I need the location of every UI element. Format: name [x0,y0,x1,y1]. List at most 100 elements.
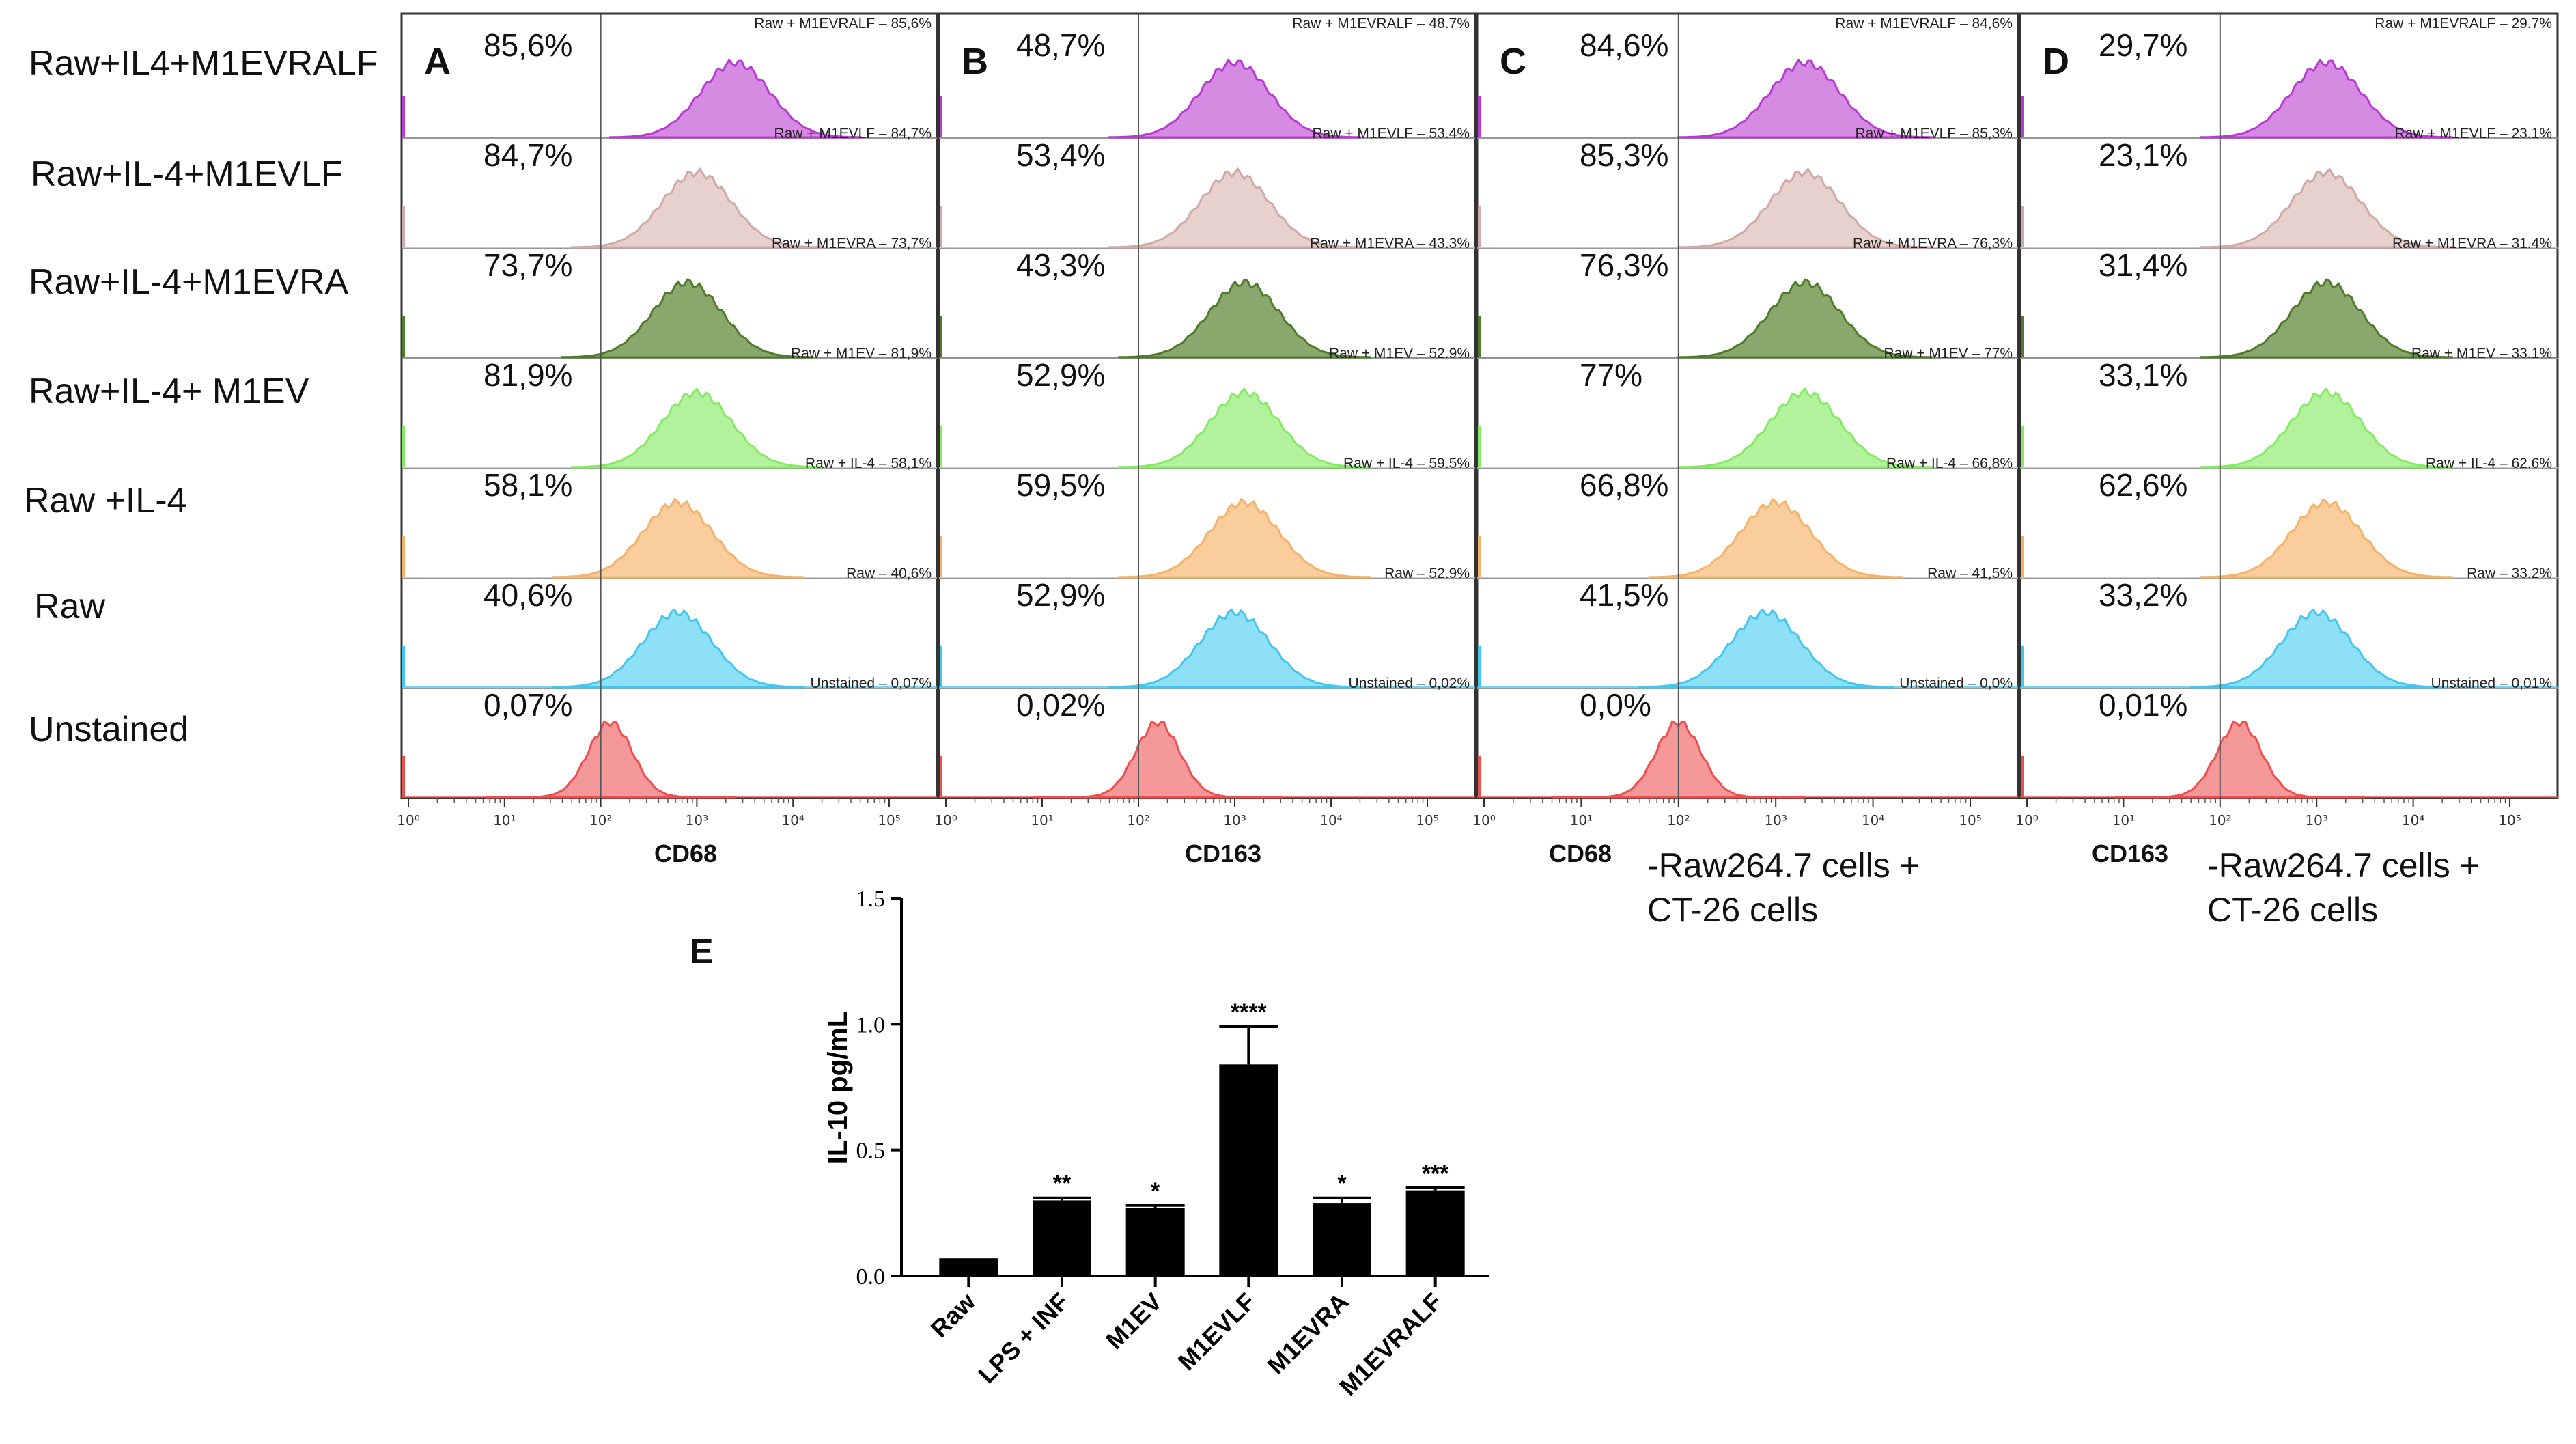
x-tick-label: 10⁰ [2015,812,2038,829]
x-tick-label: 10⁰ [397,812,419,829]
series-tag: Raw – 52.9% [1384,566,1470,581]
x-tick-label: 10⁵ [1416,812,1438,829]
row-label: Raw [34,587,105,626]
x-tick-label: 10⁰ [934,812,957,829]
x-tick-label: 10¹ [2112,812,2135,829]
percentage-label: 43,3% [1016,247,1105,283]
x-axis-label: CD163 [1185,839,1261,867]
series-tag: Raw – 33.2% [2467,566,2552,581]
bar [1405,1190,1465,1276]
percentage-label: 52,9% [1016,357,1105,393]
percentage-label: 58,1% [484,467,572,503]
bar [1313,1203,1371,1276]
row-label: Raw+IL-4+M1EVLF [31,154,343,194]
histogram-4 [2200,497,2453,579]
histogram-5 [1638,608,1894,689]
histogram-1 [1677,167,1933,249]
series-tag: Raw + M1EVLF – 53.4% [1312,126,1470,141]
x-axis-label: CD68 [654,839,717,867]
histogram-0 [1677,58,1933,139]
significance-label: * [1337,1171,1347,1197]
histogram-5 [2189,608,2444,689]
histogram-4 [551,497,804,579]
percentage-label: 84,7% [484,137,572,173]
histogram-3 [1677,387,1933,469]
series-tag: Raw + M1EVRALF – 48.7% [1292,16,1470,31]
percentage-label: 40,6% [484,577,572,613]
percentage-label: 23,1% [2099,137,2187,173]
bar [1219,1064,1278,1276]
y-tick-label: 0.0 [856,1264,886,1290]
series-tag: Raw + IL-4 – 66,8% [1886,456,2013,471]
panel-letter: E [690,932,714,971]
series-tag: Raw + M1EVRALF – 84,6% [1835,16,2013,31]
x-tick-label: 10³ [686,812,708,829]
x-tick-label: 10¹ [1031,812,1053,829]
series-tag: Raw + M1EVRALF – 85,6% [754,16,932,31]
x-tick-label: 10⁴ [781,812,804,829]
percentage-label: 0,07% [484,687,572,723]
panel-note: CT-26 cells [1647,891,1818,929]
panel-note: -Raw264.7 cells + [1647,846,1920,885]
x-tick-label: 10² [589,812,612,829]
panel-letter: C [1500,41,1526,82]
panel-letter: A [424,41,451,82]
percentage-label: 33,2% [2099,577,2187,613]
row-label: Raw +IL-4 [24,481,186,520]
panel-note: -Raw264.7 cells + [2207,846,2480,885]
series-tag: Raw + M1EV – 81,9% [791,346,932,361]
x-tick-label: 10⁵ [2498,812,2521,829]
x-tick-label: 10⁴ [1319,812,1342,829]
series-tag: Raw + M1EV – 77% [1884,346,2013,361]
histogram-3 [1118,387,1371,469]
percentage-label: 77% [1580,357,1642,393]
histogram-2 [1677,278,1933,359]
histogram-6 [1032,720,1283,799]
series-tag: Unstained – 0,07% [811,676,932,691]
percentage-label: 85,3% [1580,137,1668,173]
percentage-label: 41,5% [1580,577,1668,613]
percentage-label: 0,01% [2099,687,2187,723]
histogram-3 [2200,387,2453,469]
y-tick-label: 0.5 [856,1139,886,1164]
x-tick-label: 10⁴ [1862,812,1884,829]
y-tick-label: 1.0 [856,1012,886,1038]
percentage-label: 66,8% [1580,467,1668,503]
category-label: M1EVLF [1173,1288,1261,1376]
x-tick-label: 10³ [1223,812,1246,829]
bar [1125,1208,1185,1276]
histogram-panels: Raw + M1EVRALF – 85,6% 85,6% Raw + M1EVLF … [397,12,2559,929]
percentage-label: 48,7% [1016,27,1105,63]
histogram-1 [2200,167,2453,249]
significance-label: *** [1422,1161,1449,1186]
significance-label: ** [1053,1171,1072,1197]
series-tag: Raw + M1EVRA – 76,3% [1853,236,2013,251]
y-tick-label: 1.5 [856,887,886,912]
series-tag: Raw + M1EVLF – 84,7% [774,126,932,141]
category-label: Raw [925,1287,981,1343]
x-tick-label: 10¹ [1570,812,1593,829]
histogram-4 [1118,497,1371,579]
bar [1033,1200,1091,1276]
row-label: Raw+IL-4+ M1EV [29,372,309,411]
row-labels: Raw+IL4+M1EVRALF Raw+IL-4+M1EVLF Raw+IL-4+… [24,44,378,749]
x-tick-label: 10⁴ [2402,812,2424,829]
histogram-0 [2200,58,2453,139]
series-tag: Raw – 40,6% [846,566,932,581]
x-tick-label: 10² [1667,812,1690,829]
histogram-6 [485,720,736,799]
series-tag: Raw + IL-4 – 59.5% [1343,456,1470,471]
percentage-label: 53,4% [1016,137,1105,173]
x-axis-label: CD68 [1549,839,1612,867]
y-axis-label: IL-10 pg/mL [823,1011,853,1164]
significance-label: * [1151,1178,1160,1204]
x-axis-label: CD163 [2092,839,2168,867]
series-tag: Raw – 41,5% [1927,566,2013,581]
x-tick-label: 10⁰ [1472,812,1495,829]
percentage-label: 52,9% [1016,577,1105,613]
histogram-5 [1108,608,1361,689]
category-label: M1EV [1100,1288,1167,1355]
percentage-label: 73,7% [484,247,572,283]
panel-note: CT-26 cells [2207,891,2378,929]
